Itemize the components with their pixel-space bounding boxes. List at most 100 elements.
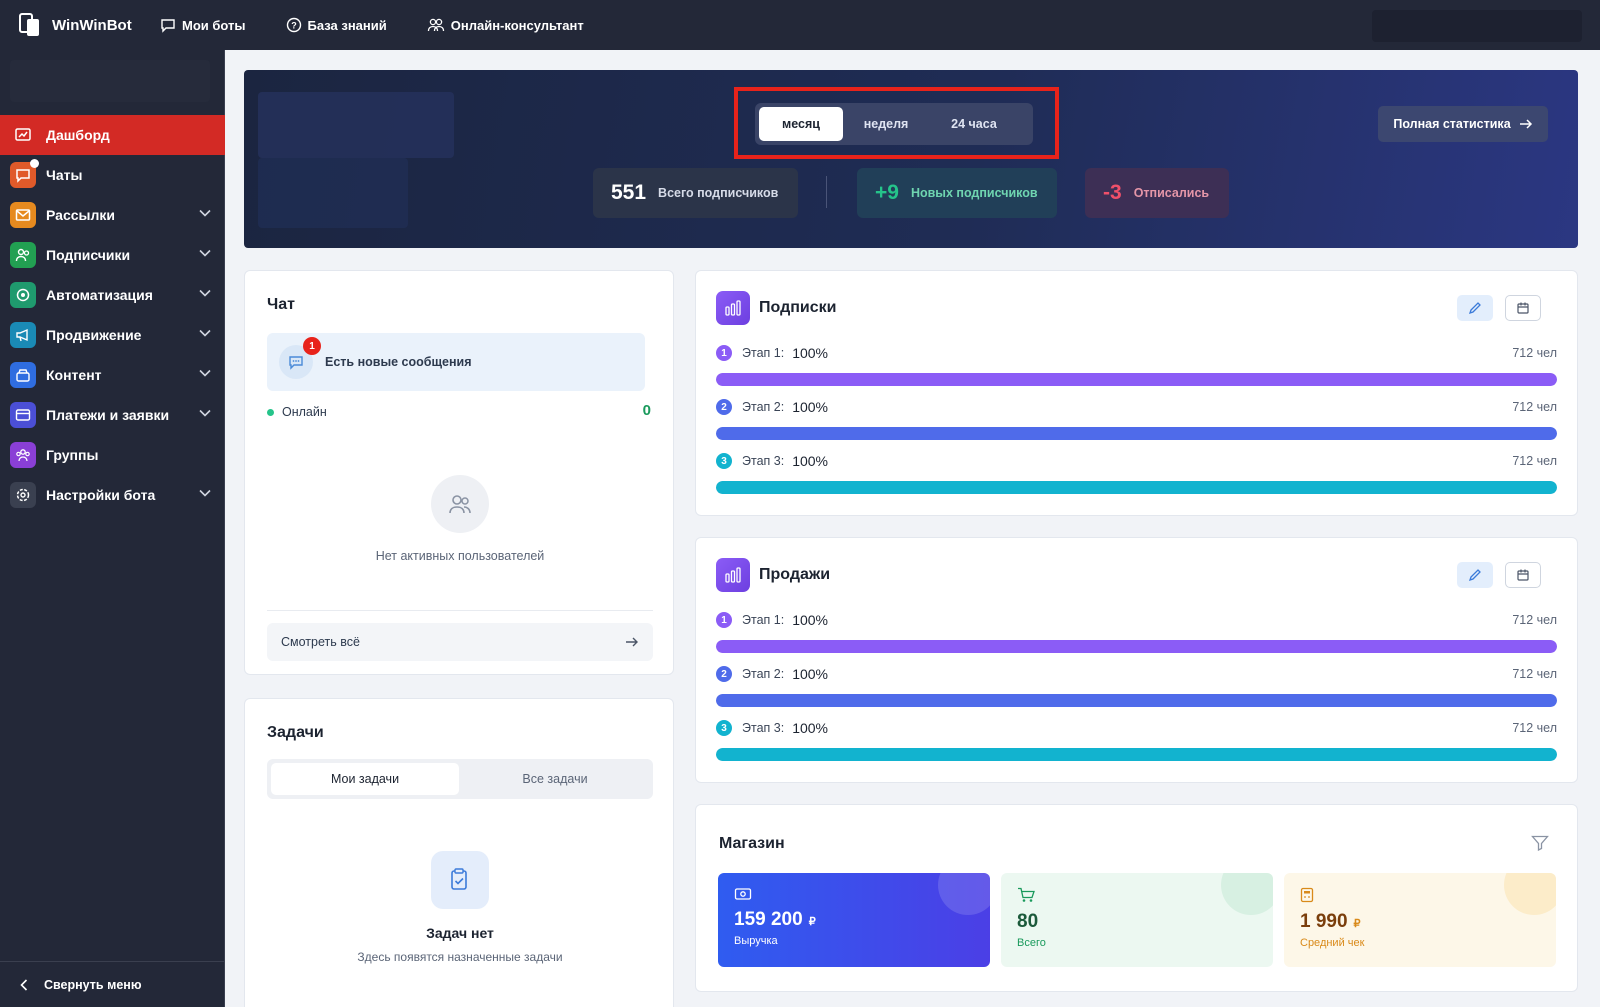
sidebar-item-label: Продвижение: [46, 327, 142, 343]
calendar-button[interactable]: [1505, 295, 1541, 321]
stage-progress-bar: [716, 481, 1557, 494]
bot-info-blurred: [258, 92, 454, 158]
stage-label: Этап 3:: [742, 454, 785, 468]
sidebar-item-dashboard[interactable]: Дашборд: [0, 115, 225, 155]
cart-icon: [1017, 887, 1257, 903]
full-stats-label: Полная статистика: [1393, 117, 1511, 131]
stage-percent: 100%: [792, 720, 828, 736]
sidebar-item-mailings[interactable]: Рассылки: [0, 195, 225, 235]
decor-circle: [1221, 873, 1273, 915]
sidebar-item-payments[interactable]: Платежи и заявки: [0, 395, 225, 435]
stat-label: Новых подписчиков: [910, 186, 1038, 200]
calendar-button[interactable]: [1505, 562, 1541, 588]
sidebar-item-label: Рассылки: [46, 207, 115, 223]
pencil-icon: [1468, 568, 1482, 582]
nav-knowledge-base[interactable]: ? База знаний: [286, 17, 387, 33]
stage-progress-fill: [716, 694, 1557, 707]
user-area[interactable]: [1372, 10, 1582, 42]
sidebar-item-automation[interactable]: Автоматизация: [0, 275, 225, 315]
sidebar-menu: Дашборд Чаты Рассылки Подписчики Автомат…: [0, 115, 225, 515]
average-check-tile: 1 990 ₽ Средний чек: [1284, 873, 1556, 967]
edit-button[interactable]: [1457, 562, 1493, 588]
stage-percent: 100%: [792, 453, 828, 469]
view-all-label: Смотреть всё: [281, 635, 360, 649]
stat-value: +9: [875, 181, 899, 204]
sidebar-item-label: Платежи и заявки: [46, 407, 170, 423]
stage-progress-bar: [716, 427, 1557, 440]
card-title: Чат: [267, 296, 295, 313]
calendar-icon: [1516, 568, 1530, 582]
stage-number: 2: [716, 399, 732, 415]
brand[interactable]: WinWinBot: [0, 12, 160, 38]
stat-value: 551: [611, 181, 647, 204]
stage-count: 712 чел: [1512, 613, 1557, 627]
stage-progress-fill: [716, 640, 1557, 653]
users-icon: [431, 475, 489, 533]
divider: [826, 176, 827, 208]
payments-icon: [10, 402, 36, 428]
stage-number: 3: [716, 720, 732, 736]
sidebar-item-chats[interactable]: Чаты: [0, 155, 225, 195]
card-title: Подписки: [759, 299, 837, 316]
sidebar-item-bot-settings[interactable]: Настройки бота: [0, 475, 225, 515]
filter-icon[interactable]: [1531, 835, 1549, 851]
top-bar: WinWinBot Мои боты ? База знаний Онлайн-…: [0, 0, 1600, 50]
groups-icon: [10, 442, 36, 468]
chevron-down-icon: [199, 409, 211, 417]
stat-total-subscribers: 551 Всего подписчиков: [593, 168, 798, 218]
avg-caption: Средний чек: [1300, 937, 1365, 949]
tab-all-tasks[interactable]: Все задачи: [522, 772, 588, 786]
chevron-left-icon: [20, 978, 28, 991]
unread-count-badge: 1: [303, 337, 321, 355]
stage-row: 1 Этап 1: 100% 712 чел: [716, 343, 1557, 363]
nav-my-bots[interactable]: Мои боты: [160, 17, 246, 33]
stage-percent: 100%: [792, 612, 828, 628]
revenue-value-row: 159 200 ₽: [734, 909, 974, 931]
stage-progress-fill: [716, 373, 1557, 386]
collapse-menu-button[interactable]: Свернуть меню: [0, 961, 225, 1007]
calendar-icon: [1516, 301, 1530, 315]
subscribers-icon: [10, 242, 36, 268]
new-messages-alert[interactable]: 1 Есть новые сообщения: [267, 333, 645, 391]
chat-bubble-icon: 1: [279, 337, 321, 379]
sidebar-item-label: Группы: [46, 447, 99, 463]
sidebar-item-label: Автоматизация: [46, 287, 153, 303]
avg-value: 1 990: [1300, 911, 1348, 932]
card-title: Магазин: [719, 835, 785, 852]
edit-button[interactable]: [1457, 295, 1493, 321]
full-stats-button[interactable]: Полная статистика: [1378, 106, 1548, 142]
stage-progress-bar: [716, 694, 1557, 707]
revenue-caption: Выручка: [734, 935, 778, 947]
sidebar-item-groups[interactable]: Группы: [0, 435, 225, 475]
tasks-tabs: Мои задачи Все задачи: [267, 759, 653, 799]
bot-selector[interactable]: [10, 60, 210, 102]
bar-chart-icon: [716, 558, 750, 592]
nav-label: Онлайн-консультант: [450, 17, 584, 33]
stage-label: Этап 2:: [742, 667, 785, 681]
stage-label: Этап 2:: [742, 400, 785, 414]
total-caption: Всего: [1017, 937, 1046, 949]
nav-online-consultant[interactable]: Онлайн-консультант: [427, 17, 584, 33]
arrow-right-icon: [1519, 118, 1533, 130]
period-month[interactable]: месяц: [759, 107, 843, 141]
stage-row: 3 Этап 3: 100% 712 чел: [716, 451, 1557, 471]
period-24h[interactable]: 24 часа: [951, 117, 997, 131]
stage-progress-fill: [716, 427, 1557, 440]
stage-progress-fill: [716, 748, 1557, 761]
sidebar-item-content[interactable]: Контент: [0, 355, 225, 395]
dashboard-icon: [10, 122, 36, 148]
bot-info-blurred: [258, 158, 408, 228]
view-all-button[interactable]: Смотреть всё: [267, 623, 653, 661]
period-week[interactable]: неделя: [863, 117, 909, 131]
collapse-label: Свернуть меню: [44, 977, 142, 992]
stat-value: -3: [1103, 181, 1122, 204]
unread-dot: [30, 159, 39, 168]
sidebar-item-subscribers[interactable]: Подписчики: [0, 235, 225, 275]
sidebar-item-promotion[interactable]: Продвижение: [0, 315, 225, 355]
tab-my-tasks[interactable]: Мои задачи: [271, 763, 459, 795]
arrow-right-icon: [625, 636, 639, 648]
sidebar-item-label: Чаты: [46, 167, 83, 183]
period-switcher: месяц неделя 24 часа: [755, 103, 1033, 145]
logo-icon: [18, 12, 42, 38]
sidebar-item-label: Настройки бота: [46, 487, 156, 503]
